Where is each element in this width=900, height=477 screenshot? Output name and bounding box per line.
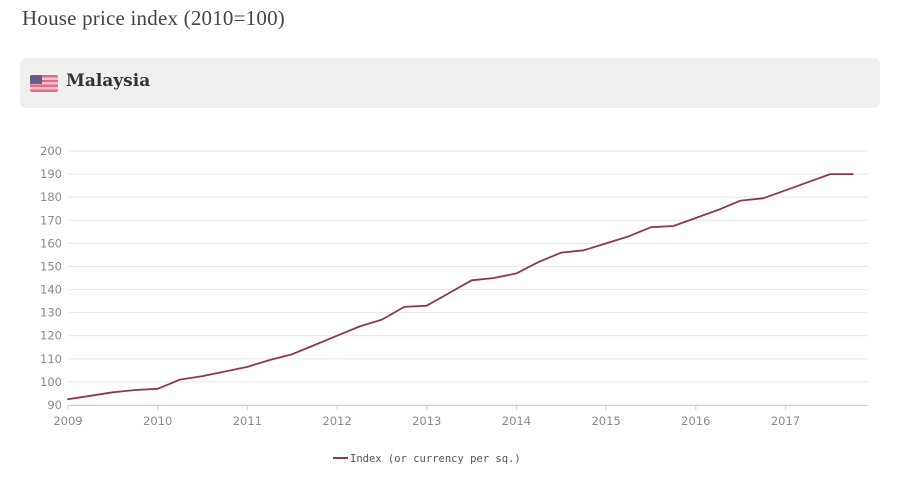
- x-tick-label: 2009: [53, 414, 82, 428]
- y-axis-ticks: 90 100 110 120 130 140 150 160 170 180 190 200: [40, 144, 62, 412]
- chart-series: [67, 173, 854, 401]
- y-tick-label: 100: [40, 375, 62, 389]
- country-name: Malaysia: [66, 71, 151, 91]
- x-tick-label: 2015: [591, 414, 620, 428]
- y-tick-label: 190: [40, 167, 62, 181]
- y-tick-label: 120: [40, 329, 62, 343]
- page-title: House price index (2010=100): [22, 6, 285, 30]
- y-tick-label: 200: [40, 144, 62, 158]
- legend-label: Index (or currency per sq.): [350, 453, 521, 465]
- x-tick-label: 2012: [322, 414, 351, 428]
- malaysia-flag-icon: [30, 75, 58, 92]
- y-tick-label: 180: [40, 190, 62, 204]
- x-axis-ticks: 2009 2010 2011 2012 2013 2014 2015 2016 2017: [53, 405, 800, 428]
- chart-grid: [68, 150, 868, 406]
- x-tick-label: 2017: [771, 414, 800, 428]
- y-tick-label: 130: [40, 306, 62, 320]
- x-tick-label: 2011: [233, 414, 262, 428]
- y-tick-label: 170: [40, 213, 62, 227]
- series-line-index: [67, 173, 854, 401]
- x-tick-label: 2010: [143, 414, 172, 428]
- x-tick-label: 2013: [412, 414, 441, 428]
- x-tick-label: 2014: [502, 414, 531, 428]
- x-tick-label: 2016: [681, 414, 710, 428]
- country-header: Malaysia: [20, 58, 880, 108]
- y-tick-label: 110: [40, 352, 62, 366]
- y-tick-label: 90: [47, 398, 62, 412]
- y-tick-label: 150: [40, 259, 62, 273]
- chart-legend: Index (or currency per sq.): [333, 453, 521, 465]
- y-tick-label: 140: [40, 283, 62, 297]
- y-tick-label: 160: [40, 236, 62, 250]
